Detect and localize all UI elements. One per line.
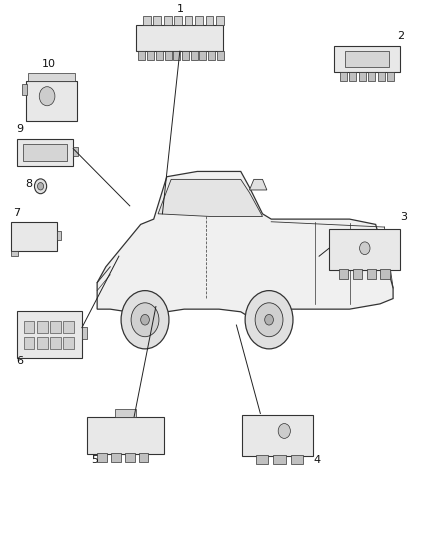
Bar xyxy=(17,139,73,166)
Bar xyxy=(11,222,57,251)
Text: 6: 6 xyxy=(16,356,23,366)
Bar xyxy=(381,269,390,279)
Bar xyxy=(63,337,74,349)
Bar xyxy=(24,321,35,333)
Bar xyxy=(216,16,224,25)
Bar xyxy=(368,72,375,81)
Bar xyxy=(125,453,134,462)
Bar xyxy=(115,409,136,417)
Circle shape xyxy=(360,242,370,255)
Bar xyxy=(24,337,35,349)
Bar xyxy=(82,327,87,340)
Bar xyxy=(138,51,145,60)
Bar xyxy=(345,51,389,67)
Circle shape xyxy=(245,290,293,349)
Bar xyxy=(164,16,172,25)
Bar xyxy=(139,453,148,462)
Bar xyxy=(195,16,203,25)
Text: 3: 3 xyxy=(400,212,407,222)
Bar xyxy=(97,453,107,462)
Bar xyxy=(349,72,356,81)
Bar xyxy=(50,337,60,349)
Bar xyxy=(28,74,75,82)
Bar xyxy=(17,311,82,358)
Circle shape xyxy=(121,290,169,349)
Bar xyxy=(388,72,394,81)
Bar xyxy=(291,455,303,464)
Bar xyxy=(242,415,314,456)
Bar xyxy=(26,82,77,121)
Bar xyxy=(359,72,366,81)
Bar xyxy=(73,147,78,156)
Bar xyxy=(173,51,180,60)
Polygon shape xyxy=(158,180,262,216)
Text: 9: 9 xyxy=(16,124,23,134)
Circle shape xyxy=(131,303,159,337)
Circle shape xyxy=(141,314,149,325)
Bar xyxy=(63,321,74,333)
Bar xyxy=(143,16,151,25)
Circle shape xyxy=(278,424,290,438)
Bar xyxy=(339,269,348,279)
Bar xyxy=(37,321,47,333)
Bar xyxy=(22,84,27,95)
Bar xyxy=(353,269,362,279)
Text: 5: 5 xyxy=(92,455,99,465)
Polygon shape xyxy=(250,180,267,190)
Bar xyxy=(191,51,198,60)
Bar xyxy=(273,455,286,464)
Polygon shape xyxy=(97,172,393,320)
Bar xyxy=(205,16,213,25)
Text: 4: 4 xyxy=(313,455,321,465)
Text: 7: 7 xyxy=(13,208,20,218)
Circle shape xyxy=(265,314,273,325)
Text: 1: 1 xyxy=(177,4,184,14)
Bar xyxy=(217,51,224,60)
Text: 8: 8 xyxy=(25,179,32,189)
Bar xyxy=(147,51,154,60)
Bar xyxy=(334,46,399,72)
Circle shape xyxy=(255,303,283,337)
Bar xyxy=(37,337,47,349)
Bar xyxy=(367,269,376,279)
Bar xyxy=(174,16,182,25)
Bar xyxy=(182,51,189,60)
Bar xyxy=(11,251,18,256)
Bar xyxy=(57,231,61,240)
Bar xyxy=(87,417,164,454)
Bar xyxy=(329,229,400,270)
Bar xyxy=(153,16,161,25)
Circle shape xyxy=(35,179,47,193)
Text: 10: 10 xyxy=(42,59,56,69)
Bar xyxy=(208,51,215,60)
Circle shape xyxy=(38,183,44,190)
Bar xyxy=(50,321,60,333)
Bar xyxy=(23,144,67,161)
Bar xyxy=(136,25,223,51)
Bar xyxy=(256,455,268,464)
Bar xyxy=(378,72,385,81)
Bar xyxy=(156,51,163,60)
Bar xyxy=(199,51,206,60)
Bar xyxy=(339,72,346,81)
Bar xyxy=(185,16,192,25)
Circle shape xyxy=(39,87,55,106)
Bar xyxy=(165,51,172,60)
Bar xyxy=(111,453,120,462)
Text: 2: 2 xyxy=(397,30,404,41)
